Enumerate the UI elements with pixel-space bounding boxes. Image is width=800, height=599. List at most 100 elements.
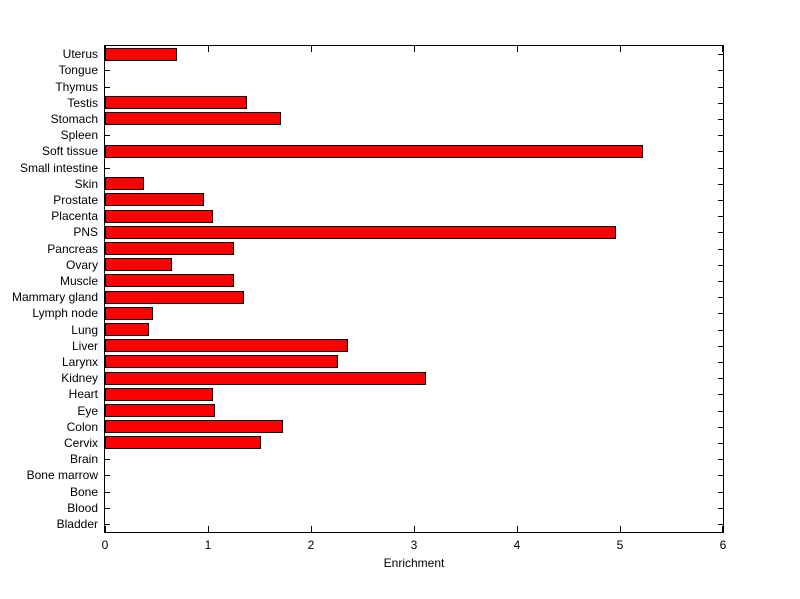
y-tick-right-icon [718, 475, 723, 476]
x-tick-top-icon [620, 46, 621, 52]
y-tick-right-icon [718, 313, 723, 314]
y-tick-label-pns: PNS [73, 225, 98, 239]
x-tick-label: 6 [719, 538, 727, 552]
y-tick-right-icon [718, 119, 723, 120]
plot-area [104, 45, 724, 533]
bar-stomach [105, 112, 281, 125]
y-tick-right-icon [718, 200, 723, 201]
bar-placenta [105, 210, 213, 223]
x-tick-top-icon [208, 46, 209, 52]
y-tick-right-icon [718, 508, 723, 509]
bar-colon [105, 420, 283, 433]
y-tick-left-icon [105, 135, 110, 136]
y-tick-label-uterus: Uterus [62, 47, 98, 61]
y-tick-right-icon [718, 281, 723, 282]
x-tick-label: 5 [616, 538, 624, 552]
y-tick-right-icon [718, 394, 723, 395]
y-tick-label-bone-marrow: Bone marrow [26, 468, 98, 482]
y-tick-label-brain: Brain [69, 452, 98, 466]
y-tick-right-icon [718, 151, 723, 152]
bar-liver [105, 339, 348, 352]
x-tick-bottom-icon [722, 526, 723, 532]
bar-prostate [105, 193, 204, 206]
y-tick-right-icon [718, 168, 723, 169]
y-tick-right-icon [718, 297, 723, 298]
y-tick-label-colon: Colon [66, 420, 98, 434]
y-tick-label-larynx: Larynx [61, 355, 98, 369]
y-tick-right-icon [718, 524, 723, 525]
x-tick-bottom-icon [620, 526, 621, 532]
y-tick-right-icon [718, 184, 723, 185]
x-tick-label: 2 [307, 538, 315, 552]
y-tick-label-pancreas: Pancreas [47, 242, 98, 256]
bar-cervix [105, 436, 261, 449]
y-tick-label-prostate: Prostate [53, 193, 98, 207]
y-tick-left-icon [105, 168, 110, 169]
y-tick-label-lymph-node: Lymph node [32, 306, 98, 320]
y-tick-label-kidney: Kidney [61, 371, 98, 385]
y-tick-right-icon [718, 492, 723, 493]
bar-heart [105, 388, 213, 401]
y-tick-left-icon [105, 475, 110, 476]
x-tick-top-icon [722, 46, 723, 52]
y-tick-right-icon [718, 87, 723, 88]
x-tick-label: 1 [204, 538, 212, 552]
y-tick-right-icon [718, 427, 723, 428]
bar-kidney [105, 372, 426, 385]
y-tick-label-skin: Skin [74, 177, 98, 191]
y-tick-label-testis: Testis [67, 96, 98, 110]
y-tick-right-icon [718, 411, 723, 412]
y-tick-right-icon [718, 346, 723, 347]
y-tick-label-blood: Blood [67, 501, 98, 515]
y-tick-left-icon [105, 524, 110, 525]
x-tick-bottom-icon [208, 526, 209, 532]
x-tick-label: 3 [410, 538, 418, 552]
y-tick-label-placenta: Placenta [51, 209, 98, 223]
bar-mammary-gland [105, 291, 244, 304]
x-tick-bottom-icon [414, 526, 415, 532]
x-tick-top-icon [414, 46, 415, 52]
bar-larynx [105, 355, 338, 368]
y-tick-left-icon [105, 508, 110, 509]
y-tick-label-lung: Lung [71, 323, 98, 337]
y-tick-label-tongue: Tongue [58, 63, 98, 77]
y-tick-label-bone: Bone [69, 485, 98, 499]
y-tick-right-icon [718, 443, 723, 444]
y-tick-left-icon [105, 459, 110, 460]
y-tick-label-muscle: Muscle [59, 274, 98, 288]
y-tick-left-icon [105, 87, 110, 88]
y-tick-label-liver: Liver [71, 339, 98, 353]
bar-lung [105, 323, 149, 336]
x-tick-top-icon [311, 46, 312, 52]
y-tick-label-stomach: Stomach [50, 112, 98, 126]
y-tick-right-icon [718, 232, 723, 233]
x-tick-bottom-icon [105, 526, 106, 532]
bar-soft-tissue [105, 145, 643, 158]
bar-pns [105, 226, 616, 239]
y-tick-right-icon [718, 135, 723, 136]
y-tick-label-bladder: Bladder [56, 517, 98, 531]
y-tick-label-cervix: Cervix [63, 436, 98, 450]
y-tick-right-icon [718, 249, 723, 250]
y-tick-right-icon [718, 216, 723, 217]
x-tick-label: 4 [513, 538, 521, 552]
y-tick-left-icon [105, 492, 110, 493]
bar-eye [105, 404, 215, 417]
y-tick-label-ovary: Ovary [65, 258, 98, 272]
x-tick-bottom-icon [311, 526, 312, 532]
x-tick-label: 0 [101, 538, 109, 552]
bar-ovary [105, 258, 172, 271]
bar-skin [105, 177, 144, 190]
x-axis-title: Enrichment [383, 556, 445, 570]
y-tick-label-heart: Heart [68, 387, 98, 401]
y-tick-right-icon [718, 70, 723, 71]
y-tick-right-icon [718, 459, 723, 460]
y-tick-label-eye: Eye [77, 404, 98, 418]
bar-testis [105, 96, 247, 109]
y-tick-right-icon [718, 54, 723, 55]
y-tick-right-icon [718, 362, 723, 363]
y-tick-right-icon [718, 330, 723, 331]
y-tick-right-icon [718, 265, 723, 266]
y-tick-label-thymus: Thymus [55, 80, 98, 94]
